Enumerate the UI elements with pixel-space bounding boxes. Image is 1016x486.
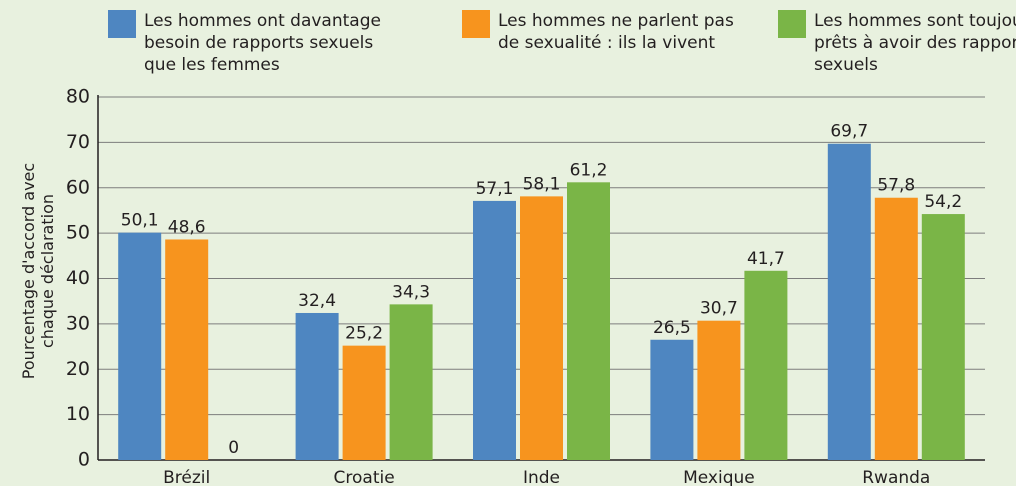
data-label: 25,2: [345, 324, 383, 344]
data-label: 0: [228, 438, 239, 458]
legend-label: Les hommes ont davantage besoin de rappo…: [144, 11, 381, 75]
data-label: 58,1: [523, 174, 561, 194]
data-label: 69,7: [830, 122, 868, 142]
legend-swatch: [462, 10, 490, 38]
y-tick-label: 50: [66, 222, 90, 244]
bar: [473, 200, 516, 460]
bar: [165, 239, 209, 460]
y-tick-label: 60: [66, 176, 90, 198]
x-tick-label: Inde: [523, 468, 560, 486]
legend-swatch: [108, 10, 136, 38]
data-label: 61,2: [570, 160, 608, 180]
bar: [295, 312, 339, 460]
legend-label: Les hommes sont toujours prêts à avoir d…: [814, 11, 1016, 75]
data-label: 54,2: [924, 192, 962, 212]
data-label: 30,7: [700, 299, 738, 319]
x-tick-label: Brézil: [163, 468, 210, 486]
y-axis-label: Pourcentage d'accord avec chaque déclara…: [19, 162, 57, 380]
y-tick-label: 80: [66, 86, 90, 108]
data-label: 41,7: [747, 249, 785, 269]
bar: [921, 214, 965, 460]
x-tick-label: Croatie: [334, 468, 395, 486]
y-tick-label: 0: [78, 449, 90, 471]
data-label: 34,3: [392, 282, 430, 302]
y-tick-label: 10: [66, 403, 90, 425]
y-tick-label: 40: [66, 267, 90, 289]
y-tick-label: 30: [66, 312, 90, 334]
data-label: 57,8: [877, 176, 915, 196]
legend-item: Les hommes sont toujours prêts à avoir d…: [778, 10, 1016, 76]
bar: [697, 320, 741, 460]
bar: [342, 345, 386, 460]
bar: [118, 232, 162, 460]
legend-item: Les hommes ont davantage besoin de rappo…: [108, 10, 404, 76]
data-label: 57,1: [476, 179, 514, 199]
data-label: 48,6: [168, 217, 206, 237]
x-tick-label: Mexique: [683, 468, 755, 486]
legend-label: Les hommes ne parlent pas de sexualité :…: [498, 11, 734, 53]
legend-swatch: [778, 10, 806, 38]
bar: [567, 182, 610, 460]
bar: [744, 270, 788, 460]
x-tick-label: Rwanda: [862, 468, 930, 486]
y-tick-label: 20: [66, 358, 90, 380]
bar: [650, 339, 694, 460]
bar: [827, 143, 871, 460]
bar: [874, 197, 918, 461]
bar: [389, 304, 433, 460]
data-label: 26,5: [653, 318, 691, 338]
data-label: 32,4: [298, 291, 336, 311]
bar: [520, 196, 563, 460]
y-tick-label: 70: [66, 131, 90, 153]
data-label: 50,1: [121, 211, 159, 231]
legend-item: Les hommes ne parlent pas de sexualité :…: [462, 10, 758, 54]
